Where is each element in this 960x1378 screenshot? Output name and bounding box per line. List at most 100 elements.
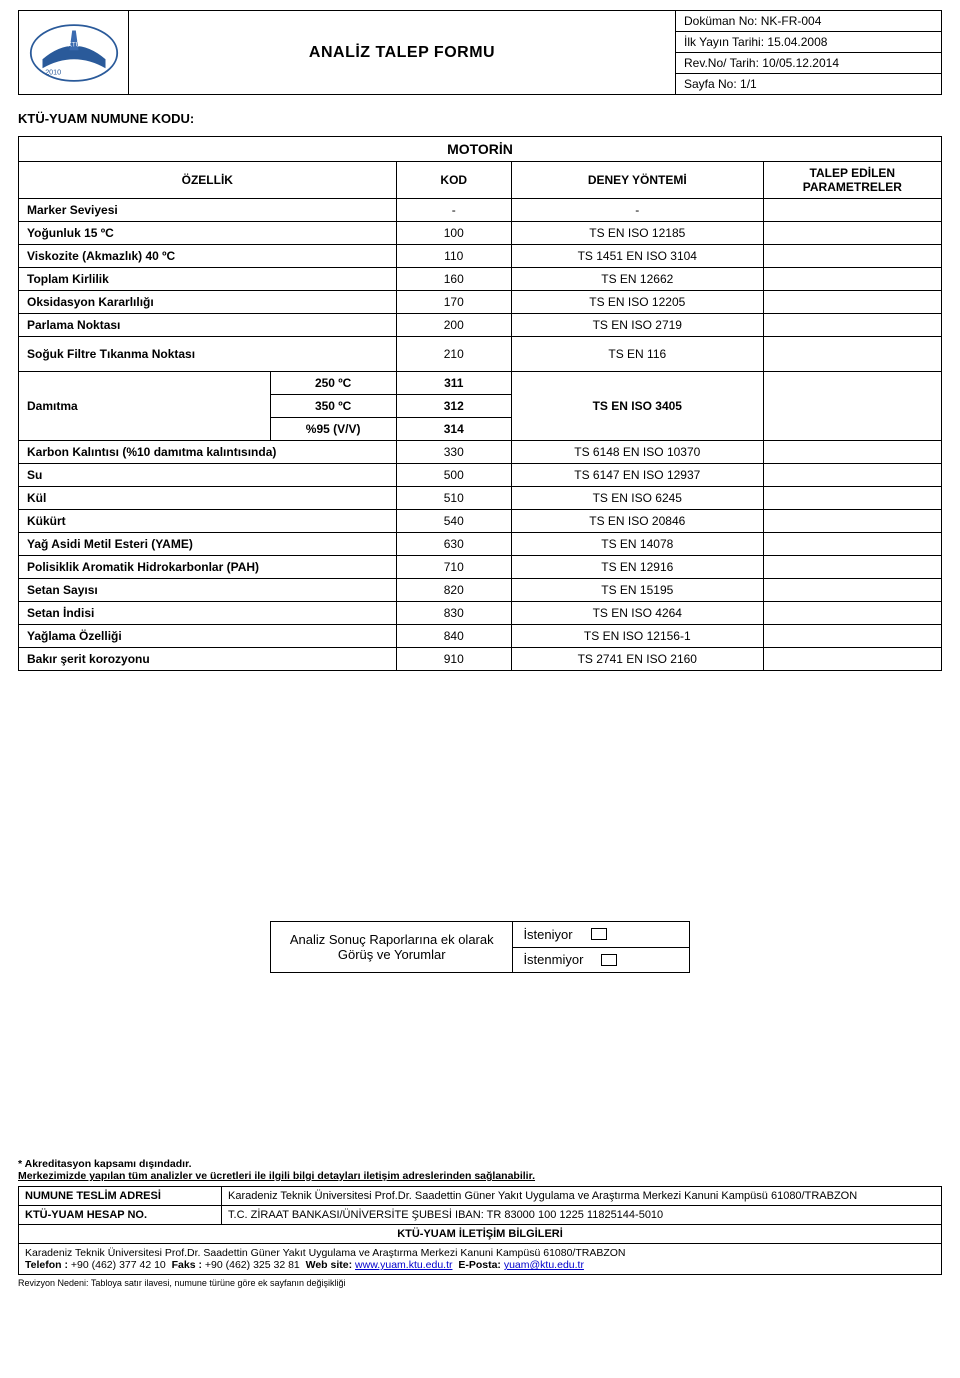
row-deney: TS EN 14078 xyxy=(511,533,763,556)
th-ozellik: ÖZELLİK xyxy=(19,162,397,199)
opinion-options: İsteniyor İstenmiyor xyxy=(513,922,689,972)
row-deney: TS EN 12662 xyxy=(511,268,763,291)
row-prop: Karbon Kalıntısı (%10 damıtma kalıntısın… xyxy=(19,441,397,464)
damit-deney: TS EN ISO 3405 xyxy=(511,372,763,441)
row-prop: Yağ Asidi Metil Esteri (YAME) xyxy=(19,533,397,556)
row-param[interactable] xyxy=(763,268,941,291)
row-kod: 312 xyxy=(396,395,511,418)
row-kod: 710 xyxy=(396,556,511,579)
form-title: ANALİZ TALEP FORMU xyxy=(129,11,676,94)
row-param[interactable] xyxy=(763,245,941,268)
web-link[interactable]: www.yuam.ktu.edu.tr xyxy=(355,1259,452,1271)
row-prop: Parlama Noktası xyxy=(19,314,397,337)
footnote-line2: Merkezimizde yapılan tüm analizler ve üc… xyxy=(18,1170,942,1182)
rev-line: Rev.No/ Tarih: 10/05.12.2014 xyxy=(676,53,941,74)
addr-label: NUMUNE TESLİM ADRESİ xyxy=(19,1187,222,1206)
svg-text:KTÜ: KTÜ xyxy=(67,40,80,48)
row-deney: TS EN ISO 12156-1 xyxy=(511,625,763,648)
row-param[interactable] xyxy=(763,533,941,556)
damit-sub: %95 (V/V) xyxy=(270,418,396,441)
header: 2010 KTÜ ANALİZ TALEP FORMU Doküman No: … xyxy=(18,10,942,95)
row-kod: 830 xyxy=(396,602,511,625)
mail-label: E-Posta: xyxy=(458,1259,501,1271)
row-param[interactable] xyxy=(763,625,941,648)
row-kod: 510 xyxy=(396,487,511,510)
checkbox-no[interactable] xyxy=(601,954,617,966)
row-param[interactable] xyxy=(763,441,941,464)
row-prop: Setan Sayısı xyxy=(19,579,397,602)
row-prop: Kükürt xyxy=(19,510,397,533)
th-talep: TALEP EDİLEN PARAMETRELER xyxy=(763,162,941,199)
mail-link[interactable]: yuam@ktu.edu.tr xyxy=(504,1259,584,1271)
hesap-label: KTÜ-YUAM HESAP NO. xyxy=(19,1206,222,1225)
footnote-star: * Akreditasyon kapsamı dışındadır. xyxy=(18,1158,942,1170)
row-deney: TS 6148 EN ISO 10370 xyxy=(511,441,763,464)
row-param[interactable] xyxy=(763,487,941,510)
row-kod: 210 xyxy=(396,337,511,372)
row-kod: 840 xyxy=(396,625,511,648)
addr-value: Karadeniz Teknik Üniversitesi Prof.Dr. S… xyxy=(222,1187,942,1206)
damit-sub: 350 ºC xyxy=(270,395,396,418)
page-no: 1/1 xyxy=(740,77,757,91)
row-param[interactable] xyxy=(763,556,941,579)
contact-title: KTÜ-YUAM İLETİŞİM BİLGİLERİ xyxy=(19,1225,942,1244)
row-prop: Kül xyxy=(19,487,397,510)
tel: +90 (462) 377 42 10 xyxy=(71,1259,166,1271)
th-deney: DENEY YÖNTEMİ xyxy=(511,162,763,199)
row-param[interactable] xyxy=(763,222,941,245)
first-pub-line: İlk Yayın Tarihi: 15.04.2008 xyxy=(676,32,941,53)
row-kod: 540 xyxy=(396,510,511,533)
row-param[interactable] xyxy=(763,314,941,337)
row-param[interactable] xyxy=(763,199,941,222)
rev-label: Rev.No/ Tarih: xyxy=(684,56,759,70)
row-prop: Viskozite (Akmazlık) 40 ºC xyxy=(19,245,397,268)
row-prop: Marker Seviyesi xyxy=(19,199,397,222)
footer-table: NUMUNE TESLİM ADRESİ Karadeniz Teknik Ün… xyxy=(18,1186,942,1244)
row-param[interactable] xyxy=(763,464,941,487)
first-pub: 15.04.2008 xyxy=(767,35,827,49)
page: 2010 KTÜ ANALİZ TALEP FORMU Doküman No: … xyxy=(0,0,960,1296)
row-kod: 311 xyxy=(396,372,511,395)
doc-no-label: Doküman No: xyxy=(684,14,757,28)
doc-no: NK-FR-004 xyxy=(761,14,822,28)
damit-sub: 250 ºC xyxy=(270,372,396,395)
fax: +90 (462) 325 32 81 xyxy=(205,1259,300,1271)
row-deney: TS 1451 EN ISO 3104 xyxy=(511,245,763,268)
row-param[interactable] xyxy=(763,337,941,372)
logo: 2010 KTÜ xyxy=(19,11,129,94)
contact-addr: Karadeniz Teknik Üniversitesi Prof.Dr. S… xyxy=(25,1247,935,1259)
row-prop: Yağlama Özelliği xyxy=(19,625,397,648)
row-kod: 910 xyxy=(396,648,511,671)
contact-line: Telefon : +90 (462) 377 42 10 Faks : +90… xyxy=(25,1259,935,1271)
logo-icon: 2010 KTÜ xyxy=(29,23,119,83)
row-param[interactable] xyxy=(763,579,941,602)
table-title: MOTORİN xyxy=(19,137,942,162)
row-kod: 100 xyxy=(396,222,511,245)
row-prop: Bakır şerit korozyonu xyxy=(19,648,397,671)
row-deney: TS EN ISO 20846 xyxy=(511,510,763,533)
row-param[interactable] xyxy=(763,602,941,625)
hesap-value: T.C. ZİRAAT BANKASI/ÜNİVERSİTE ŞUBESİ IB… xyxy=(222,1206,942,1225)
row-param[interactable] xyxy=(763,510,941,533)
row-kod: 820 xyxy=(396,579,511,602)
row-kod: 170 xyxy=(396,291,511,314)
row-prop: Yoğunluk 15 ºC xyxy=(19,222,397,245)
row-kod: 314 xyxy=(396,418,511,441)
page-label: Sayfa No: xyxy=(684,77,737,91)
footnotes: * Akreditasyon kapsamı dışındadır. Merke… xyxy=(18,1158,942,1288)
row-deney: TS EN ISO 12205 xyxy=(511,291,763,314)
row-kod: 160 xyxy=(396,268,511,291)
web-label: Web site: xyxy=(306,1259,352,1271)
row-param[interactable] xyxy=(763,291,941,314)
checkbox-yes[interactable] xyxy=(591,928,607,940)
th-kod: KOD xyxy=(396,162,511,199)
sample-code-label: KTÜ-YUAM NUMUNE KODU: xyxy=(18,111,942,126)
opinion-yes-row: İsteniyor xyxy=(513,922,689,948)
opinion-box: Analiz Sonuç Raporlarına ek olarak Görüş… xyxy=(270,921,690,973)
row-param[interactable] xyxy=(763,372,941,441)
fax-label: Faks : xyxy=(172,1259,202,1271)
row-param[interactable] xyxy=(763,648,941,671)
row-prop: Su xyxy=(19,464,397,487)
row-prop: Toplam Kirlilik xyxy=(19,268,397,291)
row-kod: 500 xyxy=(396,464,511,487)
